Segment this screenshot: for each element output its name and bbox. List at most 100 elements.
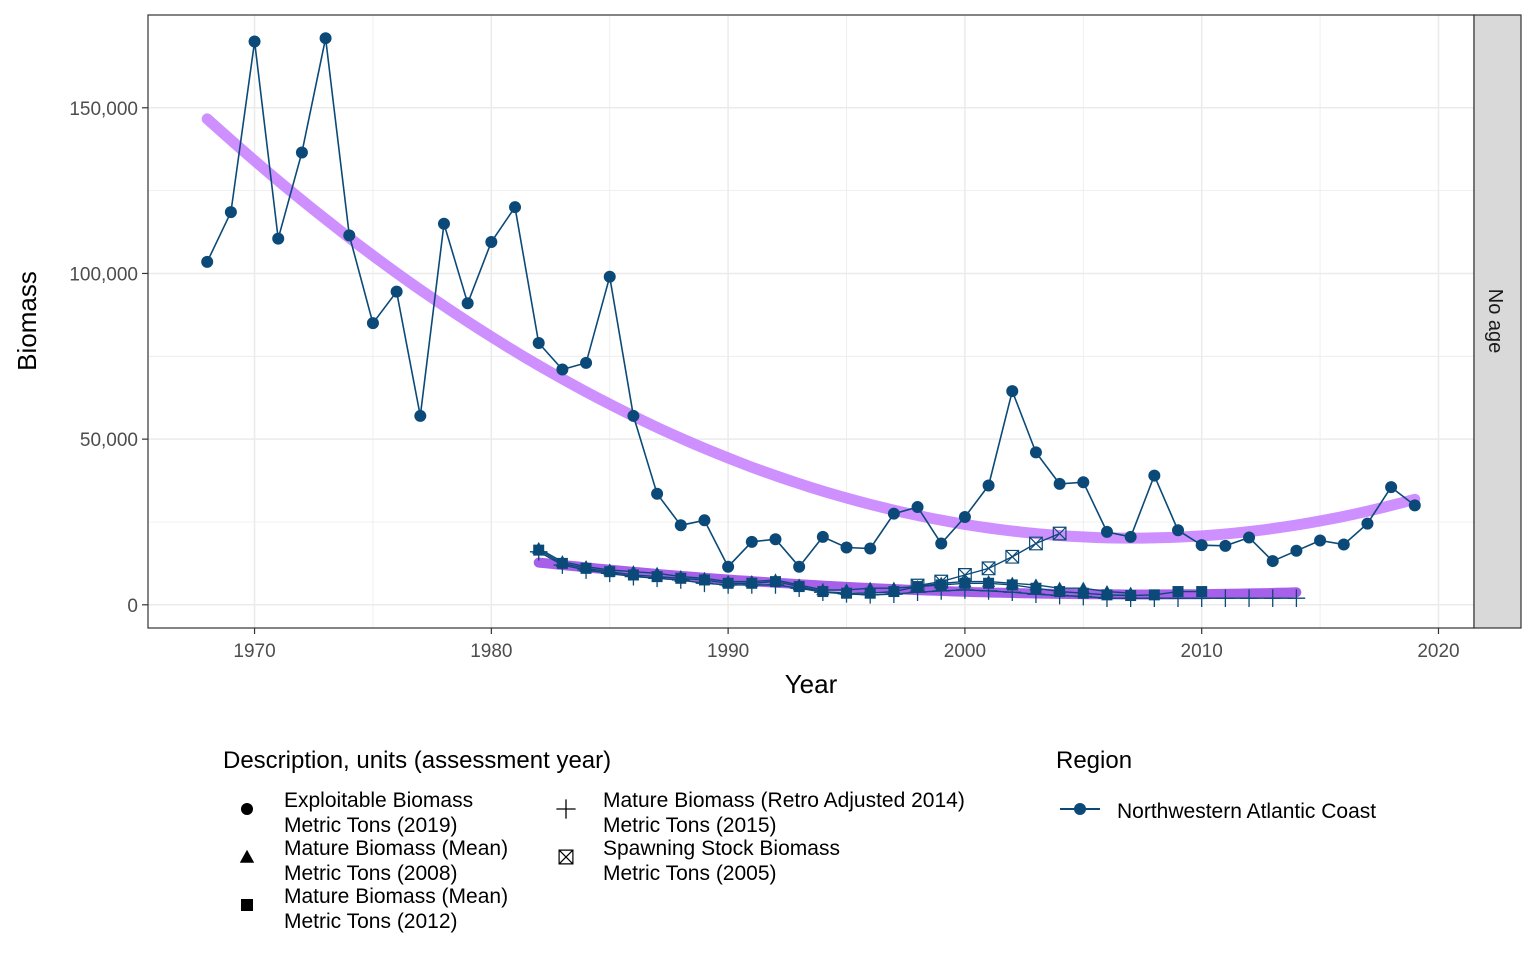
- data-point: [224, 206, 237, 219]
- smooth-exploitable: [201, 113, 1421, 544]
- data-point: [839, 583, 854, 596]
- data-point: [816, 583, 830, 596]
- y-tick-label: 150,000: [69, 99, 138, 120]
- data-point: [721, 575, 735, 587]
- data-point: [1029, 536, 1043, 551]
- legend-entry-line1: Exploitable Biomass: [284, 789, 473, 812]
- legend-shapes: Description, units (assessment year) Exp…: [223, 747, 965, 933]
- data-point: [1029, 446, 1042, 459]
- data-point: [1314, 534, 1327, 547]
- data-point: [887, 581, 901, 594]
- data-point: [1076, 581, 1090, 594]
- legend-region-title: Region: [1056, 747, 1132, 774]
- data-point: [651, 487, 664, 500]
- legend-shapes-title: Description, units (assessment year): [223, 747, 611, 774]
- legend-entry-line1: Mature Biomass (Mean): [284, 885, 508, 908]
- data-point: [437, 217, 450, 230]
- data-point: [1005, 549, 1020, 564]
- data-point: [532, 541, 546, 554]
- data-point: [1361, 517, 1374, 530]
- data-point: [792, 578, 806, 591]
- data-point: [555, 555, 569, 568]
- x-tick-label: 1980: [470, 641, 512, 662]
- data-point: [1052, 526, 1067, 541]
- data-point: [934, 576, 948, 589]
- data-point: [626, 565, 641, 577]
- data-point: [840, 541, 853, 554]
- data-point: [239, 849, 255, 863]
- data-point: [556, 799, 576, 819]
- data-point: [981, 575, 996, 587]
- data-point: [1243, 531, 1256, 544]
- data-points: [201, 32, 1421, 607]
- data-point: [1124, 530, 1137, 543]
- data-point: [580, 356, 593, 369]
- data-point: [627, 409, 640, 422]
- data-point: [1266, 555, 1279, 568]
- data-point: [366, 317, 379, 330]
- data-point: [1195, 539, 1208, 552]
- data-point: [958, 510, 971, 523]
- facet-label: No age: [1484, 289, 1506, 354]
- data-point: [1077, 476, 1090, 489]
- x-axis-label: Year: [785, 669, 838, 699]
- y-axis: 0 50,000 100,000 150,000: [69, 99, 148, 617]
- data-point: [674, 519, 687, 532]
- facet-strip: [1473, 14, 1522, 629]
- data-point: [722, 560, 735, 573]
- data-point: [603, 270, 616, 283]
- data-point: [1100, 525, 1113, 538]
- legend-region: Region Northwestern Atlantic Coast: [1056, 747, 1376, 823]
- data-point: [981, 561, 996, 576]
- x-tick-label: 1970: [233, 641, 275, 662]
- data-point: [1148, 589, 1160, 601]
- data-point: [935, 537, 948, 550]
- data-point: [745, 575, 759, 587]
- data-point: [1100, 584, 1114, 597]
- data-point: [1385, 481, 1398, 494]
- data-point: [532, 337, 545, 350]
- data-point: [1006, 385, 1019, 398]
- data-point: [650, 566, 664, 579]
- legend-entry-line1: Mature Biomass (Retro Adjusted 2014): [603, 789, 965, 812]
- data-point: [485, 235, 498, 248]
- legend-entry-line2: Metric Tons (2015): [603, 814, 777, 837]
- x-tick-label: 2020: [1417, 641, 1459, 662]
- y-axis-label: Biomass: [12, 271, 42, 371]
- data-point: [1148, 469, 1161, 482]
- data-point: [768, 573, 783, 586]
- data-point: [1216, 589, 1235, 607]
- y-tick-label: 50,000: [80, 430, 138, 451]
- data-point: [579, 560, 593, 572]
- x-tick-label: 2010: [1181, 641, 1223, 662]
- data-point: [1172, 586, 1184, 598]
- data-point: [319, 32, 332, 45]
- y-tick-label: 100,000: [69, 264, 138, 285]
- data-point: [697, 571, 712, 584]
- data-point: [241, 803, 253, 815]
- data-point: [390, 285, 403, 298]
- legend-entry-line2: Metric Tons (2012): [284, 910, 458, 933]
- data-point: [982, 479, 995, 492]
- data-point: [343, 229, 356, 242]
- data-point: [1219, 539, 1232, 552]
- legend-entry-line1: Mature Biomass (Mean): [284, 837, 508, 860]
- data-point: [1172, 524, 1185, 537]
- data-point: [863, 581, 877, 594]
- data-point: [201, 255, 214, 268]
- data-point: [910, 579, 925, 592]
- legend-entry-line2: Metric Tons (2008): [284, 862, 458, 885]
- data-point: [1124, 586, 1138, 599]
- data-point: [1263, 589, 1282, 607]
- data-point: [248, 35, 261, 48]
- data-point: [1053, 477, 1066, 490]
- data-point: [911, 501, 924, 514]
- data-point: [1408, 499, 1421, 512]
- grid: [148, 15, 1474, 628]
- data-point: [1196, 586, 1208, 598]
- x-tick-label: 1990: [707, 641, 749, 662]
- data-point: [745, 535, 758, 548]
- data-point: [241, 899, 253, 911]
